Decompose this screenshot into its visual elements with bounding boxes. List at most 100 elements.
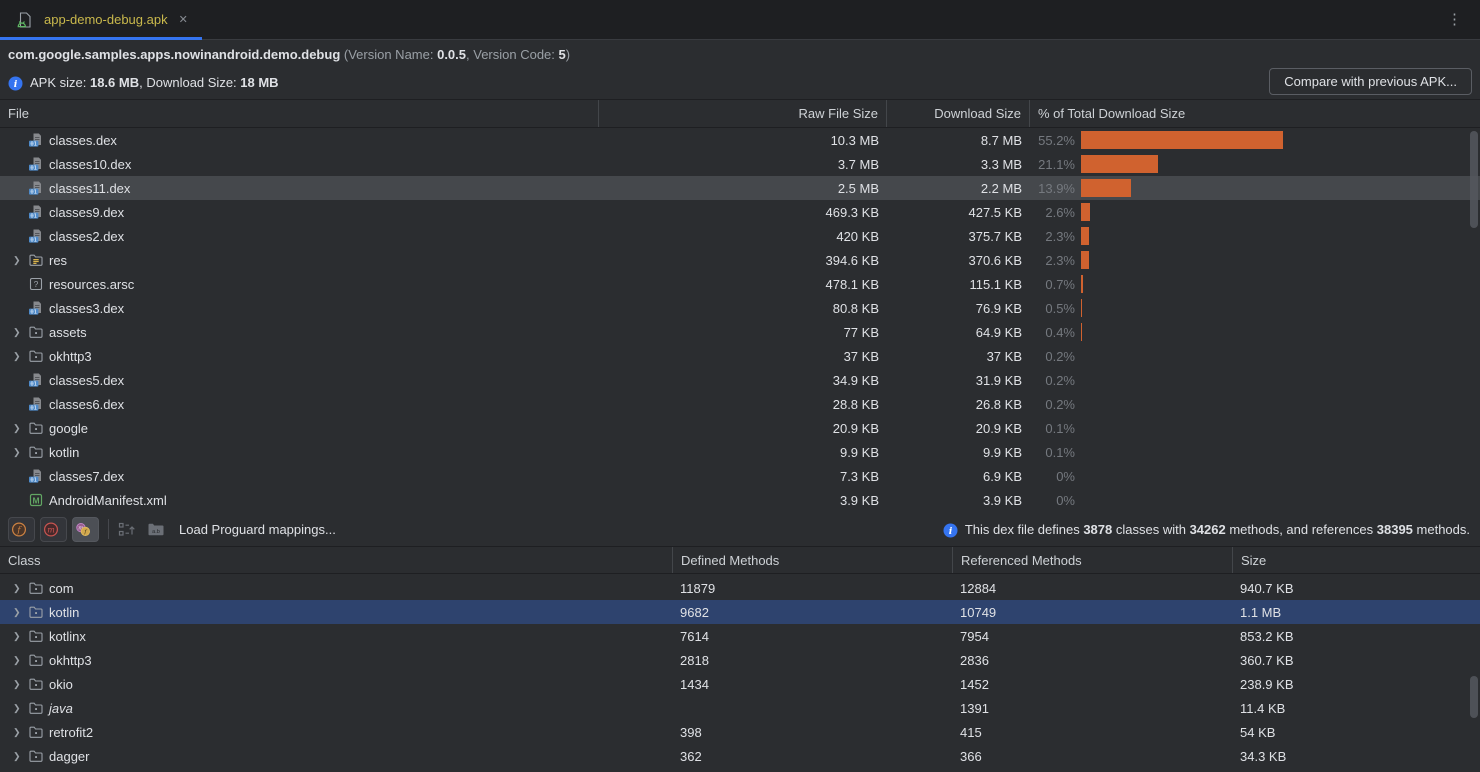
close-icon[interactable]: ✕	[178, 14, 188, 26]
chevron-right-icon[interactable]: ❯	[13, 254, 21, 265]
file-table-row[interactable]: 01 classes5.dex 34.9 KB 31.9 KB 0.2%	[0, 368, 1480, 392]
file-cell: 01 classes9.dex	[0, 200, 598, 224]
raw-file-size: 7.3 KB	[839, 468, 879, 484]
file-table-row[interactable]: 01 classes3.dex 80.8 KB 76.9 KB 0.5%	[0, 296, 1480, 320]
column-size[interactable]: Size	[1232, 547, 1480, 573]
raw-file-size: 77 KB	[843, 324, 879, 340]
raw-file-size: 478.1 KB	[825, 276, 880, 292]
class-table-row[interactable]: ❯ kotlin 9682 10749 1.1 MB	[0, 600, 1480, 624]
column-defined-methods[interactable]: Defined Methods	[672, 547, 952, 573]
file-name: classes6.dex	[49, 396, 125, 412]
raw-file-size: 34.9 KB	[832, 372, 879, 388]
svg-text:f: f	[16, 525, 22, 535]
load-proguard-mappings-link[interactable]: Load Proguard mappings...	[179, 521, 336, 537]
file-table-row[interactable]: 01 classes.dex 10.3 MB 8.7 MB 55.2%	[0, 128, 1480, 152]
file-name: assets	[49, 324, 87, 340]
folder-icon	[28, 444, 44, 460]
file-name: classes5.dex	[49, 372, 125, 388]
defined-methods: 362	[680, 748, 702, 764]
download-size: 26.8 KB	[975, 396, 1022, 412]
class-table-row[interactable]: ❯ okhttp3 2818 2836 360.7 KB	[0, 648, 1480, 672]
info-icon: i	[943, 523, 958, 538]
file-cell: 01 classes.dex	[0, 128, 598, 152]
version-code-value: 5	[558, 46, 566, 62]
file-table-header[interactable]: File Raw File Size Download Size % of To…	[0, 99, 1480, 128]
chevron-right-icon[interactable]: ❯	[13, 630, 21, 641]
chevron-right-icon[interactable]: ❯	[13, 750, 21, 761]
expand-tree-icon[interactable]	[117, 519, 137, 539]
raw-file-size: 37 KB	[843, 348, 879, 364]
folder-res-icon	[28, 252, 44, 268]
file-table-row[interactable]: 01 classes2.dex 420 KB 375.7 KB 2.3%	[0, 224, 1480, 248]
column-raw-file-size[interactable]: Raw File Size	[598, 100, 886, 127]
file-table-row[interactable]: M AndroidManifest.xml 3.9 KB 3.9 KB 0%	[0, 488, 1480, 512]
raw-file-size: 9.9 KB	[839, 444, 879, 460]
class-table-row[interactable]: ❯ kotlinx 7614 7954 853.2 KB	[0, 624, 1480, 648]
class-table-row[interactable]: ❯ java 1391 11.4 KB	[0, 696, 1480, 720]
file-table-scrollbar[interactable]	[1470, 131, 1478, 228]
pct-cell: 55.2%	[1029, 128, 1480, 152]
pct-cell: 21.1%	[1029, 152, 1480, 176]
show-methods-button[interactable]: m	[40, 516, 67, 542]
class-table-header[interactable]: Class Defined Methods Referenced Methods…	[0, 547, 1480, 574]
manifest-icon: M	[28, 492, 44, 508]
svg-text:M: M	[32, 496, 39, 506]
chevron-right-icon[interactable]: ❯	[13, 654, 21, 665]
deobfuscate-icon[interactable]: a.b	[146, 519, 166, 539]
pct-of-total: 13.9%	[1038, 180, 1075, 196]
file-cell: 01 classes3.dex	[0, 296, 598, 320]
chevron-right-icon[interactable]: ❯	[13, 422, 21, 433]
file-table-row[interactable]: ? resources.arsc 478.1 KB 115.1 KB 0.7%	[0, 272, 1480, 296]
pct-of-total: 0.7%	[1045, 276, 1075, 292]
show-fields-button[interactable]: f	[8, 516, 35, 542]
column-class[interactable]: Class	[8, 552, 41, 568]
raw-file-size: 3.7 MB	[837, 156, 879, 172]
file-table-row[interactable]: 01 classes7.dex 7.3 KB 6.9 KB 0%	[0, 464, 1480, 488]
raw-file-size: 420 KB	[836, 228, 879, 244]
dex-methods-count: 34262	[1189, 521, 1226, 537]
file-table-row[interactable]: 01 classes10.dex 3.7 MB 3.3 MB 21.1%	[0, 152, 1480, 176]
class-table-row[interactable]: ❯ dagger 362 366 34.3 KB	[0, 744, 1480, 768]
class-table-row[interactable]: ❯ retrofit2 398 415 54 KB	[0, 720, 1480, 744]
raw-file-size: 28.8 KB	[832, 396, 879, 412]
svg-text:f: f	[83, 530, 87, 536]
file-cell: 01 classes2.dex	[0, 224, 598, 248]
chevron-right-icon[interactable]: ❯	[13, 350, 21, 361]
file-name: google	[49, 420, 89, 436]
file-table-row[interactable]: ❯ res 394.6 KB 370.6 KB 2.3%	[0, 248, 1480, 272]
chevron-right-icon[interactable]: ❯	[13, 326, 21, 337]
class-table-scrollbar[interactable]	[1470, 676, 1478, 718]
raw-file-size: 2.5 MB	[837, 180, 879, 196]
file-table-row[interactable]: 01 classes11.dex 2.5 MB 2.2 MB 13.9%	[0, 176, 1480, 200]
file-table-row[interactable]: ❯ assets 77 KB 64.9 KB 0.4%	[0, 320, 1480, 344]
kebab-menu-icon[interactable]: ⋮	[1447, 11, 1462, 28]
raw-file-size: 3.9 KB	[839, 492, 879, 508]
tab-apk-analyzer[interactable]: app-demo-debug.apk ✕	[0, 0, 202, 40]
file-table-row[interactable]: ❯ google 20.9 KB 20.9 KB 0.1%	[0, 416, 1480, 440]
file-table-row[interactable]: ❯ okhttp3 37 KB 37 KB 0.2%	[0, 344, 1480, 368]
class-table-row[interactable]: ❯ okio 1434 1452 238.9 KB	[0, 672, 1480, 696]
referenced-methods: 10749	[960, 604, 997, 620]
column-download-size[interactable]: Download Size	[886, 100, 1029, 127]
chevron-right-icon[interactable]: ❯	[13, 582, 21, 593]
chevron-right-icon[interactable]: ❯	[13, 606, 21, 617]
compare-apk-button[interactable]: Compare with previous APK...	[1269, 68, 1472, 95]
pct-of-total: 2.6%	[1045, 204, 1075, 220]
class-cell: ❯ okio	[0, 672, 672, 696]
column-referenced-methods[interactable]: Referenced Methods	[952, 547, 1232, 573]
class-table-row[interactable]: ❯ com 11879 12884 940.7 KB	[0, 576, 1480, 600]
file-table-row[interactable]: ❯ kotlin 9.9 KB 9.9 KB 0.1%	[0, 440, 1480, 464]
class-name: kotlinx	[49, 628, 86, 644]
file-table-row[interactable]: 01 classes9.dex 469.3 KB 427.5 KB 2.6%	[0, 200, 1480, 224]
file-table-row[interactable]: 01 classes6.dex 28.8 KB 26.8 KB 0.2%	[0, 392, 1480, 416]
column-pct-of-total[interactable]: % of Total Download Size	[1029, 100, 1480, 127]
chevron-right-icon[interactable]: ❯	[13, 726, 21, 737]
download-size-value: 18 MB	[240, 75, 279, 90]
chevron-right-icon[interactable]: ❯	[13, 702, 21, 713]
column-file[interactable]: File	[8, 106, 29, 121]
chevron-right-icon[interactable]: ❯	[13, 678, 21, 689]
chevron-right-icon[interactable]: ❯	[13, 446, 21, 457]
svg-text:01: 01	[30, 381, 37, 387]
